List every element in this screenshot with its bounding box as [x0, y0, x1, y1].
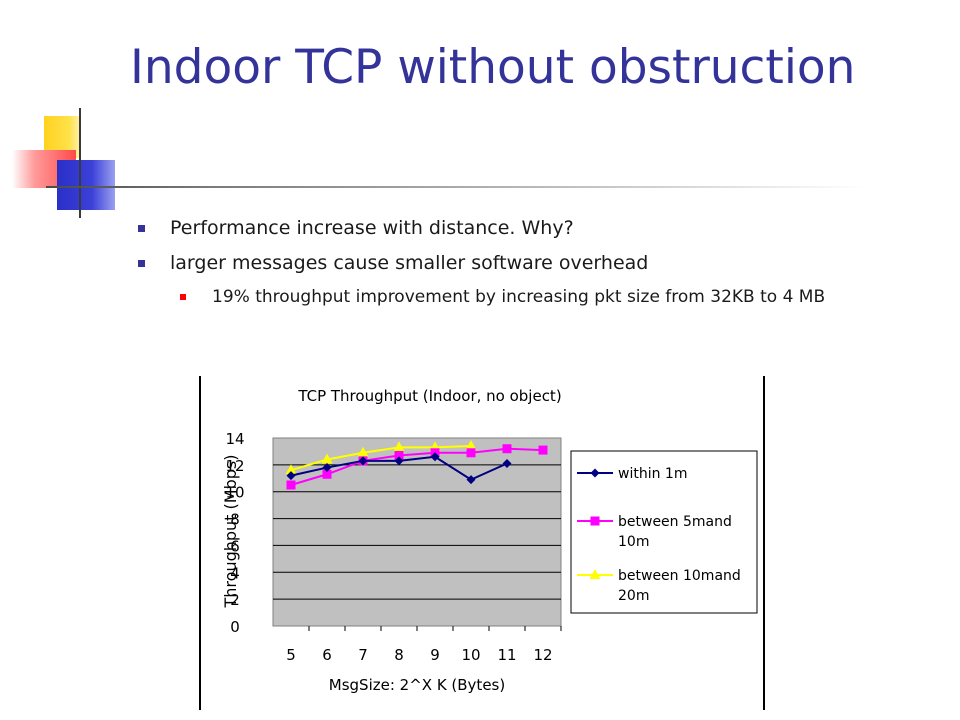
- sub-bullet-text: 19% throughput improvement by increasing…: [212, 287, 826, 307]
- legend-label: between 5mand 10m: [618, 514, 732, 550]
- title-ornament-vertical-line: [79, 108, 81, 218]
- sub-bullet-item: 19% throughput improvement by increasing…: [176, 286, 852, 308]
- x-tick-label: 12: [533, 646, 552, 664]
- series-line-2: [290, 445, 472, 472]
- x-axis-label: MsgSize: 2^X K (Bytes): [329, 676, 505, 694]
- data-point: [430, 452, 440, 462]
- bullet-list: Performance increase with distance. Why?…: [134, 216, 914, 308]
- data-point: [394, 450, 404, 460]
- title-underline: [46, 186, 866, 188]
- x-tick-label: 6: [322, 646, 332, 664]
- y-tick-label: 2: [230, 591, 240, 609]
- y-axis-label: Throughput (Mbps): [221, 455, 240, 609]
- slide-title: Indoor TCP without obstruction: [130, 40, 856, 95]
- bullet-item: Performance increase with distance. Why?: [134, 216, 914, 240]
- data-point: [285, 464, 297, 475]
- data-point: [466, 448, 476, 458]
- data-point: [357, 446, 369, 457]
- bullet-item: larger messages cause smaller software o…: [134, 251, 914, 275]
- bullet-marker: [138, 260, 145, 267]
- data-point: [286, 480, 296, 490]
- y-tick-label: 14: [225, 430, 244, 448]
- data-point: [538, 445, 548, 455]
- y-tick-label: 0: [230, 618, 240, 636]
- data-point: [466, 475, 476, 485]
- chart-title: TCP Throughput (Indoor, no object): [297, 387, 561, 405]
- x-tick-label: 7: [358, 646, 368, 664]
- y-tick-label: 6: [230, 537, 240, 555]
- legend-marker: [590, 468, 600, 478]
- x-tick-label: 10: [461, 646, 480, 664]
- data-point: [394, 456, 404, 466]
- data-point: [286, 471, 296, 481]
- title-ornament-blue: [57, 160, 115, 210]
- data-point: [358, 456, 368, 466]
- y-tick-label: 12: [225, 457, 244, 475]
- data-point: [502, 444, 512, 454]
- data-point: [465, 440, 477, 451]
- plot-area: [272, 437, 562, 627]
- data-point: [322, 463, 332, 473]
- legend-label: between 10mand 20m: [618, 568, 741, 604]
- y-tick-label: 4: [230, 564, 240, 582]
- series-line-1: [290, 447, 544, 486]
- y-tick-label: 10: [225, 484, 244, 502]
- sub-bullet-marker: [180, 294, 186, 300]
- bullet-text: Performance increase with distance. Why?: [170, 217, 574, 239]
- data-point: [321, 453, 333, 464]
- data-point: [393, 441, 405, 452]
- legend-marker: [589, 569, 601, 579]
- legend-label: within 1m: [618, 466, 687, 482]
- x-tick-label: 9: [430, 646, 440, 664]
- throughput-chart: TCP Throughput (Indoor, no object) 0 2 4 6 8 1…: [221, 387, 758, 694]
- legend-box: [570, 450, 758, 614]
- x-tick-label: 8: [394, 646, 404, 664]
- x-tick-label: 11: [497, 646, 516, 664]
- y-tick-label: 8: [230, 511, 240, 529]
- legend-marker: [590, 516, 600, 526]
- x-tick-label: 5: [286, 646, 296, 664]
- chart-image: TCP Throughput (Indoor, no object) 0 2 4 6 8 1…: [199, 376, 765, 710]
- bullet-marker: [138, 225, 145, 232]
- data-point: [502, 459, 512, 469]
- bullet-text: larger messages cause smaller software o…: [170, 252, 649, 274]
- data-point: [322, 469, 332, 479]
